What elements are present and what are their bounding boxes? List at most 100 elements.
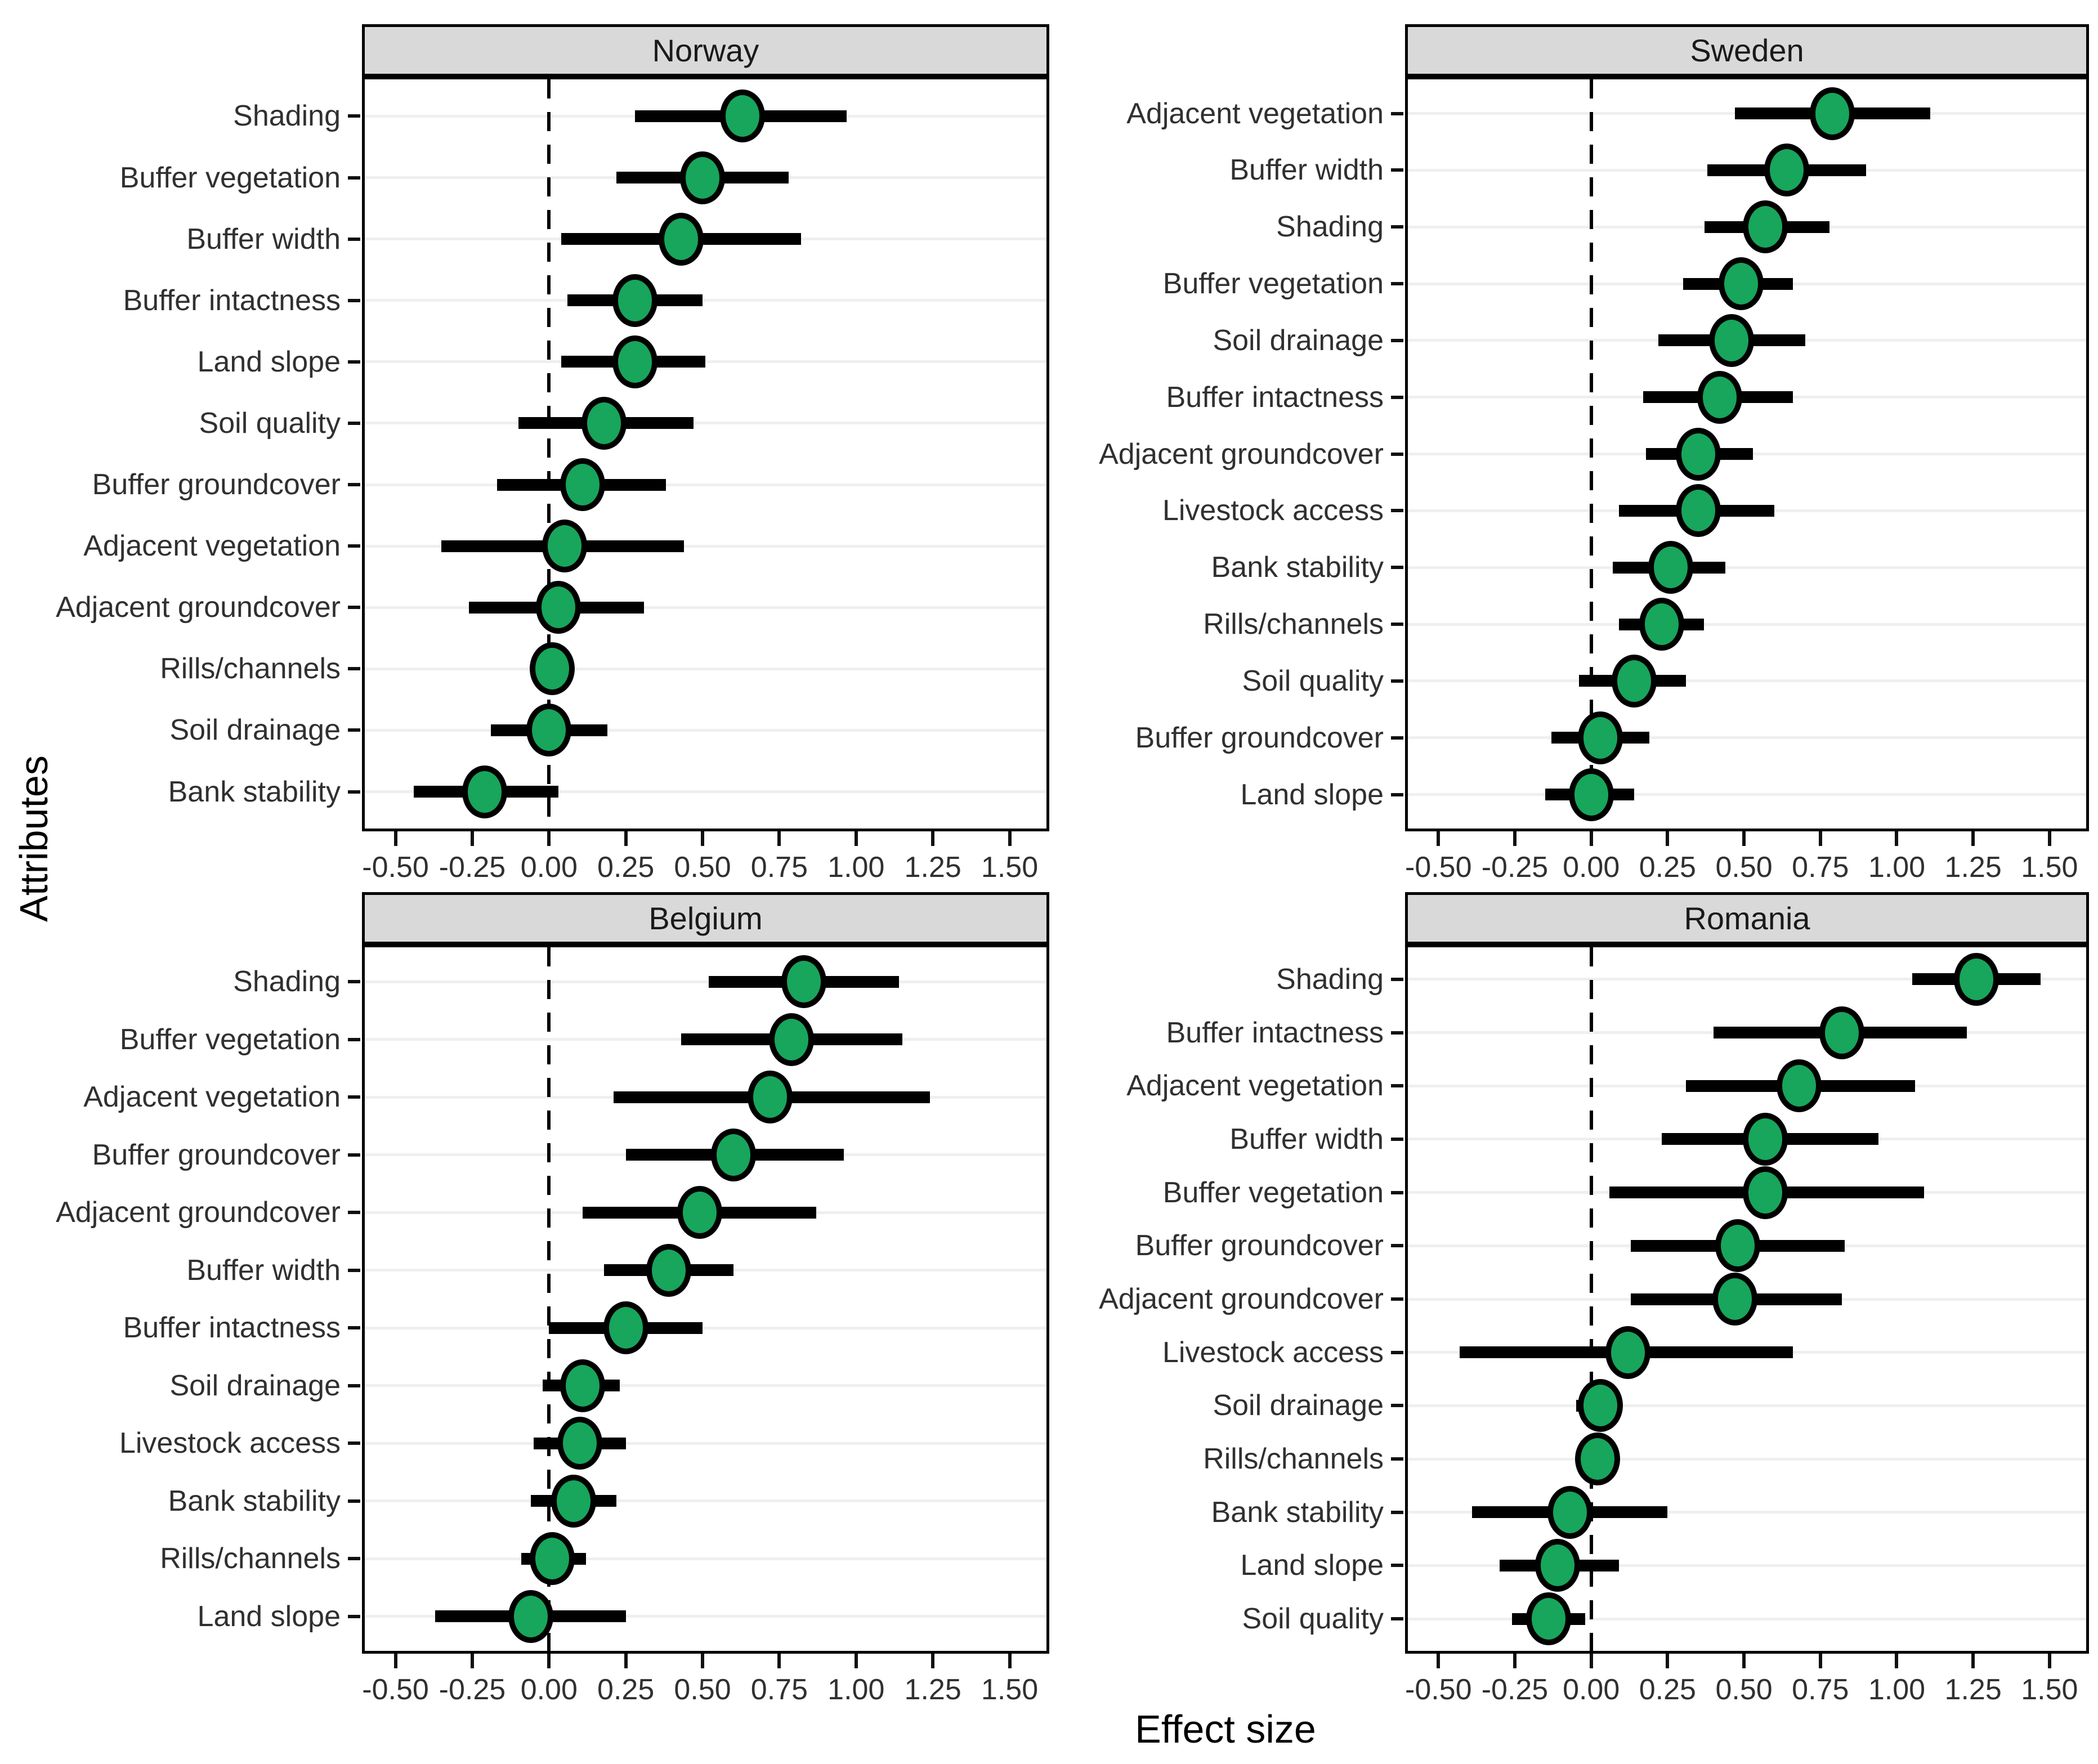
point-marker [1743,1112,1788,1166]
point-marker [1819,1006,1864,1059]
x-tick [701,831,705,846]
x-tick-label: -0.25 [439,851,506,884]
x-tick-label: 0.75 [1792,851,1849,884]
x-tick [1008,1654,1012,1668]
category-label: Buffer intactness [1166,1016,1384,1049]
category-label: Soil drainage [1213,324,1384,357]
x-tick [1437,1654,1441,1668]
point-marker [581,396,627,450]
category-label: Buffer groundcover [92,1138,341,1171]
y-tick [1391,1190,1403,1194]
point-marker [1577,1379,1623,1432]
x-tick [1971,1654,1975,1668]
x-tick-label: -0.50 [1405,851,1472,884]
point-marker [1526,1592,1571,1646]
category-label: Land slope [1240,1549,1384,1582]
y-tick [348,298,360,302]
zero-reference-line [547,947,551,1651]
category-label: Soil quality [1242,664,1384,697]
category-label: Buffer vegetation [119,161,341,194]
y-tick [348,1441,360,1445]
gridline [1408,1511,2086,1514]
x-tick [393,831,397,846]
x-tick-label: 1.50 [981,851,1039,884]
gridline [1408,793,2086,796]
category-label: Buffer groundcover [1135,1229,1384,1262]
y-tick [1391,1617,1403,1621]
y-tick [348,1614,360,1618]
point-marker [1697,370,1742,424]
x-tick-label: 1.50 [2021,851,2078,884]
y-tick [348,1326,360,1330]
point-marker [1743,1166,1788,1219]
category-label: Livestock access [1162,494,1384,527]
plot-area [1405,77,2089,831]
x-tick-label: 0.25 [1639,1673,1696,1706]
y-tick [348,1499,360,1503]
x-tick-label: 0.00 [520,1673,578,1706]
x-tick-label: -0.50 [362,1673,429,1706]
x-tick [1589,1654,1593,1668]
x-tick [1971,831,1975,846]
category-label: Bank stability [1211,551,1384,584]
point-marker [560,1359,606,1412]
point-marker [1639,598,1684,651]
x-tick [1742,1654,1746,1668]
point-marker [551,1474,596,1528]
category-label: Buffer vegetation [119,1023,341,1056]
x-tick-label: -0.50 [1405,1673,1472,1706]
category-label: Adjacent groundcover [56,1196,341,1229]
x-tick-label: -0.25 [439,1673,506,1706]
point-marker [560,458,606,512]
x-axis-title: Effect size [1135,1707,1316,1751]
panel-title: Norway [652,32,759,68]
x-tick [1437,831,1441,846]
x-tick-label: 0.50 [1715,851,1773,884]
point-marker [1953,952,1999,1006]
point-marker [612,335,658,388]
category-label: Rills/channels [1203,608,1384,641]
y-tick [348,176,360,180]
x-tick-label: -0.50 [362,851,429,884]
x-tick-label: 0.00 [1563,851,1620,884]
zero-reference-line [1589,947,1593,1651]
x-tick-label: 0.75 [750,1673,808,1706]
category-label: Land slope [197,345,341,378]
y-tick [348,421,360,425]
category-label: Shading [1276,211,1384,244]
x-tick [777,831,781,846]
y-tick [348,1153,360,1157]
category-label: Buffer groundcover [1135,721,1384,754]
gridline [365,1384,1046,1387]
point-marker [1611,654,1657,708]
x-tick-label: 1.25 [904,1673,961,1706]
y-tick [1391,1084,1403,1088]
zero-reference-line [1589,79,1593,829]
y-tick [1391,452,1403,456]
point-marker [781,955,827,1009]
x-tick-label: -0.25 [1481,851,1549,884]
point-marker [1605,1326,1650,1379]
panel-header: Norway [362,24,1049,77]
x-tick-label: 1.50 [981,1673,1039,1706]
x-tick-label: 0.50 [1715,1673,1773,1706]
category-label: Adjacent vegetation [83,530,341,563]
point-marker [508,1590,553,1643]
gridline [1408,978,2086,981]
point-marker [719,89,765,143]
x-tick [1513,1654,1517,1668]
point-marker [658,212,704,266]
x-tick [1513,831,1517,846]
category-label: Buffer groundcover [92,468,341,502]
y-tick [348,360,360,364]
x-tick [624,1654,628,1668]
y-tick [1391,1457,1403,1461]
panel-title: Romania [1684,900,1810,936]
panel-header: Romania [1405,892,2089,944]
point-marker [710,1128,756,1181]
x-tick [1895,831,1899,846]
category-label: Buffer intactness [1166,380,1384,414]
plot-area [362,944,1049,1654]
x-tick-label: 1.25 [1944,1673,2002,1706]
x-tick [2047,831,2051,846]
